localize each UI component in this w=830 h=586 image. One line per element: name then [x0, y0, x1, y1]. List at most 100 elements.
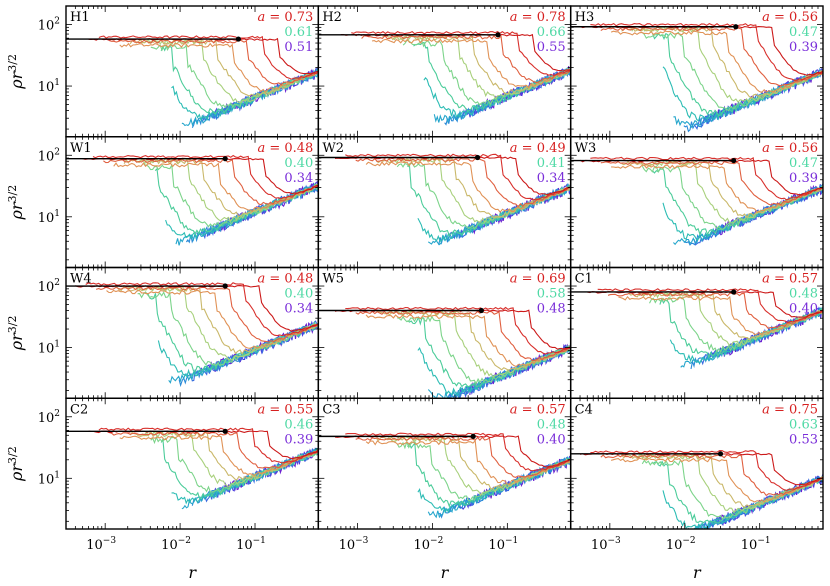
series-line-12: [109, 39, 319, 86]
reference-dot: [470, 433, 476, 439]
panel-h1: H1 a = 0.730.610.51 101 102: [38, 5, 320, 138]
series-line-10: [628, 291, 824, 341]
x-tick-label: 10−1: [741, 536, 771, 553]
series-line-13: [85, 282, 319, 337]
y-axis-label: ρr3/2: [6, 54, 26, 90]
reference-dot: [478, 307, 484, 314]
series-line-11: [611, 164, 824, 213]
x-tick-label: 10−2: [161, 536, 191, 553]
panel-frame: [65, 397, 320, 530]
a-value-label: a = 0.57: [510, 402, 566, 417]
series-line-11: [618, 295, 824, 336]
panel-w5: W5 a = 0.690.580.48: [317, 266, 572, 399]
y-tick-label: 102: [38, 278, 60, 295]
x-tick-label: 10−1: [488, 536, 518, 553]
a-value-label: 0.41: [537, 156, 566, 171]
a-value-label: a = 0.48: [257, 141, 313, 156]
series-line-11: [365, 439, 571, 485]
series-line-2: [206, 181, 319, 237]
panel-label: C4: [575, 402, 593, 417]
series-line-13: [345, 306, 571, 355]
a-value-label: 0.48: [537, 417, 566, 432]
a-value-label: 0.47: [789, 156, 818, 171]
panel-frame: [317, 266, 572, 399]
curve-family: [334, 306, 571, 399]
x-tick-label: 10−3: [339, 536, 369, 553]
a-value-label: 0.34: [284, 302, 313, 317]
panel-c1: C1 a = 0.570.480.40: [569, 266, 824, 399]
series-line-13: [590, 450, 824, 491]
y-tick-label: 102: [38, 409, 60, 426]
series-line-12: [103, 158, 319, 206]
a-value-label: 0.34: [284, 171, 313, 186]
panel-c2: C2 a = 0.550.460.39 101 102 10−3 10−2 10−1: [38, 397, 320, 553]
series-line-12: [600, 454, 824, 497]
series-line-10: [376, 436, 571, 490]
series-line-8: [641, 459, 824, 521]
y-tick-label: 102: [38, 147, 60, 164]
series-line-13: [98, 427, 319, 464]
a-value-label: 0.39: [284, 432, 313, 447]
curve-family: [334, 432, 571, 519]
a-value-label: 0.40: [284, 156, 313, 171]
series-line-13: [92, 154, 319, 200]
a-value-label: 0.48: [537, 302, 566, 317]
series-line-14: [579, 452, 824, 486]
a-value-label: 0.40: [789, 302, 818, 317]
series-line-5: [673, 477, 824, 529]
a-value-label: 0.55: [537, 40, 566, 55]
a-value-label: 0.40: [284, 287, 313, 302]
series-line-12: [361, 34, 571, 83]
series-line-13: [597, 288, 824, 324]
x-axis-label: r: [693, 563, 702, 582]
reference-dot: [474, 154, 481, 161]
panel-h3: H3 a = 0.560.470.39: [569, 5, 824, 138]
series-line-7: [652, 166, 824, 236]
series-line-13: [590, 22, 824, 81]
series-line-3: [693, 183, 824, 246]
panel-c3: C3 a = 0.570.480.40 10−3 10−2 10−1: [317, 397, 572, 553]
reference-dot: [235, 36, 241, 42]
a-value-label: 0.39: [789, 40, 818, 55]
curve-family: [579, 156, 824, 246]
y-tick-label: 101: [38, 470, 60, 487]
a-value-label: 0.48: [789, 287, 818, 302]
a-value-label: 0.39: [789, 171, 818, 186]
panel-label: H2: [322, 10, 342, 25]
a-value-label: 0.47: [789, 25, 818, 40]
series-line-12: [95, 286, 319, 343]
series-line-9: [140, 38, 319, 104]
axis-labels: ρr3/2 ρr3/2 ρr3/2 ρr3/2 r r r: [6, 54, 702, 582]
series-line-6: [423, 67, 571, 119]
x-axis-label: r: [441, 563, 450, 582]
a-value-label: 0.66: [537, 25, 566, 40]
x-tick-label: 10−2: [666, 536, 696, 553]
series-line-7: [652, 32, 824, 117]
panel-frame: [569, 397, 824, 530]
reference-dot: [717, 451, 724, 457]
curve-family: [587, 288, 824, 370]
curve-family: [334, 153, 571, 246]
panel-label: C3: [322, 402, 340, 417]
a-value-label: a = 0.69: [510, 272, 566, 287]
a-value-label: 0.61: [284, 25, 313, 40]
reference-dot: [495, 32, 501, 38]
series-line-11: [106, 289, 319, 349]
reference-dot: [222, 156, 228, 162]
series-line-14: [82, 157, 319, 195]
panel-label: W4: [70, 272, 92, 287]
series-line-6: [662, 66, 824, 122]
series-line-11: [119, 435, 319, 477]
panel-w1: W1 a = 0.480.400.34 101 102: [38, 136, 320, 269]
a-value-label: 0.53: [789, 432, 818, 447]
series-line-13: [98, 35, 319, 80]
series-line-8: [641, 31, 824, 112]
series-line-12: [600, 160, 824, 206]
panel-label: C2: [70, 402, 88, 417]
curve-family: [579, 450, 824, 529]
reference-dot: [731, 289, 737, 295]
panel-h2: H2 a = 0.780.660.55: [317, 5, 572, 138]
a-value-label: 0.40: [537, 432, 566, 447]
panel-frame: [569, 5, 824, 138]
